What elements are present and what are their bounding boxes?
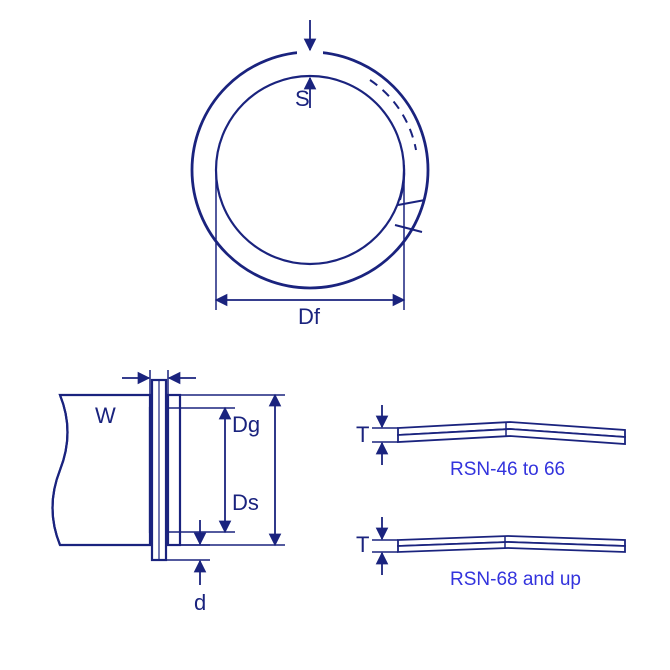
label-S: S — [295, 86, 310, 111]
profile-small — [398, 422, 625, 444]
dimension-Df: Df — [216, 170, 404, 329]
dimension-S: S — [295, 20, 310, 111]
label-W: W — [95, 403, 116, 428]
shaft-side-view — [53, 380, 181, 560]
label-Ds: Ds — [232, 490, 259, 515]
dimension-T1: T — [356, 405, 398, 465]
profile-large — [398, 536, 625, 552]
label-T1: T — [356, 422, 369, 447]
label-Df: Df — [298, 304, 321, 329]
technical-drawing: S Df W Dg — [0, 0, 670, 670]
label-d: d — [194, 590, 206, 615]
label-Dg: Dg — [232, 412, 260, 437]
note-small: RSN-46 to 66 — [450, 459, 565, 480]
note-large: RSN-68 and up — [450, 569, 581, 590]
dimension-T2: T — [356, 517, 398, 575]
label-T2: T — [356, 532, 369, 557]
